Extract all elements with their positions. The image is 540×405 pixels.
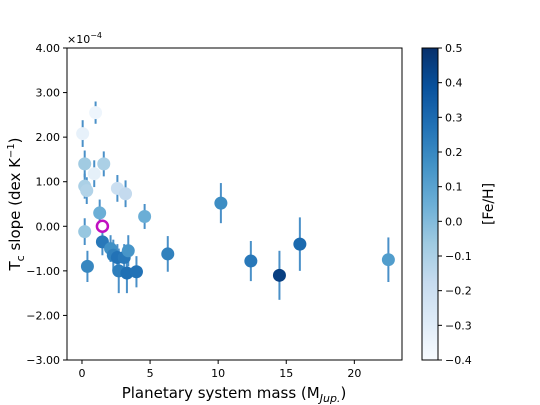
x-axis-label: Planetary system mass (MJup.) [122, 384, 347, 405]
highlight-point [95, 219, 110, 234]
data-point-22 [129, 265, 143, 279]
y-axis-label: Tc slope (dex K−1) [6, 137, 27, 271]
colorbar-label: [Fe/H] [481, 183, 497, 225]
data-point-21 [120, 266, 134, 280]
data-point-23 [161, 247, 175, 261]
data-point-4 [87, 167, 101, 181]
y-axis-ticks: −3.00 −2.00 −1.00 0.00 1.00 2.00 3.00 4.00 [26, 42, 67, 367]
y-tick-label-6: 3.00 [36, 87, 61, 100]
colorbar-tick-label-7: 0.3 [445, 111, 463, 124]
colorbar [421, 47, 439, 361]
data-point-10 [138, 209, 152, 223]
y-tick-label-2: −1.00 [26, 265, 60, 278]
colorbar-tick-label-8: 0.4 [445, 77, 463, 90]
colorbar-tick-label-3: −0.1 [445, 250, 472, 263]
data-point-8 [119, 187, 133, 201]
y-tick-label-1: −2.00 [26, 309, 60, 322]
y-tick-label-5: 2.00 [36, 131, 61, 144]
y-axis-multiplier: ×10−4 [67, 31, 102, 46]
data-point-0 [76, 127, 90, 141]
x-tick-label-0: 0 [78, 367, 85, 380]
data-point-12 [78, 225, 92, 239]
colorbar-tick-label-2: −0.2 [445, 285, 472, 298]
data-point-26 [293, 237, 307, 251]
y-tick-label-0: −3.00 [26, 354, 60, 367]
y-tick-label-3: 0.00 [36, 220, 61, 233]
data-point-9 [93, 206, 107, 220]
x-tick-label-3: 15 [279, 367, 293, 380]
data-point-3 [97, 157, 111, 171]
data-point-19 [121, 244, 135, 258]
x-tick-label-1: 5 [147, 367, 154, 380]
data-point-14 [80, 259, 94, 273]
data-point-1 [89, 106, 103, 120]
data-points [76, 106, 395, 282]
data-point-11 [214, 196, 228, 210]
colorbar-ticks: −0.4 −0.3 −0.2 −0.1 0.0 0.1 0.2 0.3 0.4 0.5 [438, 42, 472, 367]
highlight-marker [95, 219, 110, 234]
colorbar-tick-label-0: −0.4 [445, 354, 472, 367]
data-point-27 [381, 253, 395, 267]
data-point-2 [78, 157, 92, 171]
colorbar-tick-label-1: −0.3 [445, 319, 472, 332]
data-point-24 [244, 254, 258, 268]
colorbar-tick-label-9: 0.5 [445, 42, 463, 55]
y-tick-label-7: 4.00 [36, 42, 61, 55]
data-point-6 [80, 184, 94, 198]
y-tick-label-4: 1.00 [36, 176, 61, 189]
x-tick-label-2: 10 [211, 367, 225, 380]
x-tick-label-4: 20 [347, 367, 361, 380]
colorbar-tick-label-5: 0.1 [445, 181, 463, 194]
colorbar-tick-label-6: 0.2 [445, 146, 463, 159]
data-point-25 [272, 268, 286, 282]
x-axis-ticks: 0 5 10 15 20 [78, 360, 361, 380]
plot-frame [66, 47, 403, 361]
colorbar-tick-label-4: 0.0 [445, 215, 463, 228]
